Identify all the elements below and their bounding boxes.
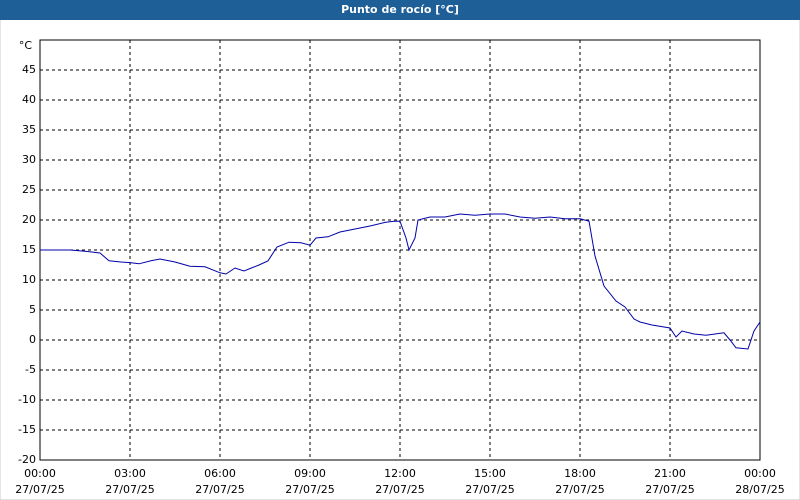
x-tick-label: 06:00 bbox=[204, 467, 236, 480]
x-tick-label: 09:00 bbox=[294, 467, 326, 480]
y-tick-label: 35 bbox=[22, 123, 36, 136]
x-tick-label: 03:00 bbox=[114, 467, 146, 480]
x-tick-label: 15:00 bbox=[474, 467, 506, 480]
y-axis-label: °C bbox=[19, 39, 33, 52]
x-tick-label: 12:00 bbox=[384, 467, 416, 480]
y-tick-label: -15 bbox=[18, 423, 36, 436]
x-tick-date: 27/07/25 bbox=[105, 483, 154, 496]
x-tick-date: 27/07/25 bbox=[195, 483, 244, 496]
x-tick-label: 21:00 bbox=[654, 467, 686, 480]
x-tick-date: 27/07/25 bbox=[285, 483, 334, 496]
x-tick-label: 00:00 bbox=[744, 467, 776, 480]
x-tick-date: 27/07/25 bbox=[15, 483, 64, 496]
x-tick-label: 00:00 bbox=[24, 467, 56, 480]
title-bar bbox=[0, 0, 800, 20]
y-tick-label: 5 bbox=[29, 303, 36, 316]
x-tick-date: 28/07/25 bbox=[735, 483, 784, 496]
y-tick-label: -20 bbox=[18, 453, 36, 466]
x-tick-date: 27/07/25 bbox=[375, 483, 424, 496]
y-tick-label: 30 bbox=[22, 153, 36, 166]
x-tick-date: 27/07/25 bbox=[465, 483, 514, 496]
y-tick-label: 20 bbox=[22, 213, 36, 226]
x-tick-label: 18:00 bbox=[564, 467, 596, 480]
x-tick-date: 27/07/25 bbox=[645, 483, 694, 496]
y-tick-label: 15 bbox=[22, 243, 36, 256]
y-tick-label: 25 bbox=[22, 183, 36, 196]
x-tick-date: 27/07/25 bbox=[555, 483, 604, 496]
y-tick-label: 10 bbox=[22, 273, 36, 286]
data-line bbox=[40, 213, 761, 350]
y-tick-label: 45 bbox=[22, 63, 36, 76]
y-tick-label: -5 bbox=[25, 363, 36, 376]
y-tick-label: 40 bbox=[22, 93, 36, 106]
y-tick-label: -10 bbox=[18, 393, 36, 406]
y-tick-label: 0 bbox=[29, 333, 36, 346]
chart-title: Punto de rocío [°C] bbox=[341, 3, 459, 16]
